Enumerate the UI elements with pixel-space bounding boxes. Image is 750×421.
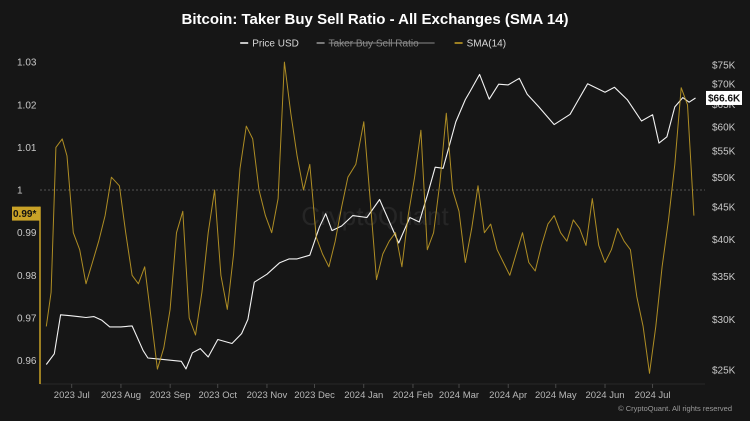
left-tick-label: 1 [17,186,23,197]
right-tick-label: $75K [712,61,736,72]
x-tick-label: 2023 Nov [247,390,288,401]
x-tick-label: 2023 Jul [54,390,90,401]
price-badge [706,90,742,105]
right-tick-label: $60K [712,122,736,133]
right-tick-label: $35K [712,272,736,283]
legend-item[interactable]: Price USD [240,39,299,50]
price-line [45,73,696,370]
left-tick-label: 0.97 [17,313,37,324]
right-tick-label: $50K [712,173,736,184]
left-tick-label: 1.02 [17,100,37,111]
legend-item[interactable]: Taker Buy Sell Ratio [316,39,435,50]
sma-line [45,61,695,374]
legend: Price USD Taker Buy Sell Ratio SMA(14) [240,39,506,50]
x-axis: 2023 Jul 2023 Aug 2023 Sep 2023 Oct 2023 Nov… [54,384,671,401]
x-tick-label: 2024 Jan [344,390,383,401]
right-tick-label: $45K [712,202,736,213]
x-tick-label: 2024 Mar [439,390,479,401]
x-tick-label: 2024 Jun [585,390,624,401]
legend-label: Taker Buy Sell Ratio [329,39,419,50]
right-axis: $75K $70K $65K $60K $55K $50K $45K $40K $35K $30K… [712,61,736,377]
series-layer [45,61,696,374]
x-tick-label: 2023 Sep [150,390,191,401]
left-tick-label: 1.01 [17,143,37,154]
left-tick-label: 0.99 [17,228,37,239]
right-tick-label: $25K [712,366,736,377]
copyright: © CryptoQuant. All rights reserved [618,404,732,413]
x-tick-label: 2024 Apr [489,390,527,401]
left-axis: 1.03 1.02 1.01 1 0.99 0.98 0.97 0.96 [17,58,37,367]
right-tick-label: $55K [712,147,736,158]
right-tick-label: $30K [712,315,736,326]
left-tick-label: 0.96 [17,356,37,367]
legend-item[interactable]: SMA(14) [454,39,506,50]
x-tick-label: 2024 May [535,390,577,401]
badges: 0.99* $66.6K [12,90,742,384]
x-tick-label: 2024 Feb [393,390,433,401]
ratio-badge-text: 0.99* [13,209,36,220]
grid [40,189,705,385]
ratio-badge [12,206,40,221]
x-tick-label: 2023 Aug [101,390,141,401]
chart-title: Bitcoin: Taker Buy Sell Ratio - All Exch… [181,11,568,28]
right-tick-label: $40K [712,235,736,246]
right-tick-label: $70K [712,80,736,91]
x-tick-label: 2023 Oct [198,390,237,401]
right-tick-label: $65K [712,100,736,111]
left-tick-label: 0.98 [17,271,37,282]
price-badge-text: $66.6K [708,93,741,104]
left-tick-label: 1.03 [17,58,37,69]
legend-label: SMA(14) [467,39,506,50]
x-tick-label: 2024 Jul [635,390,671,401]
x-tick-label: 2023 Dec [294,390,335,401]
legend-label: Price USD [252,39,299,50]
